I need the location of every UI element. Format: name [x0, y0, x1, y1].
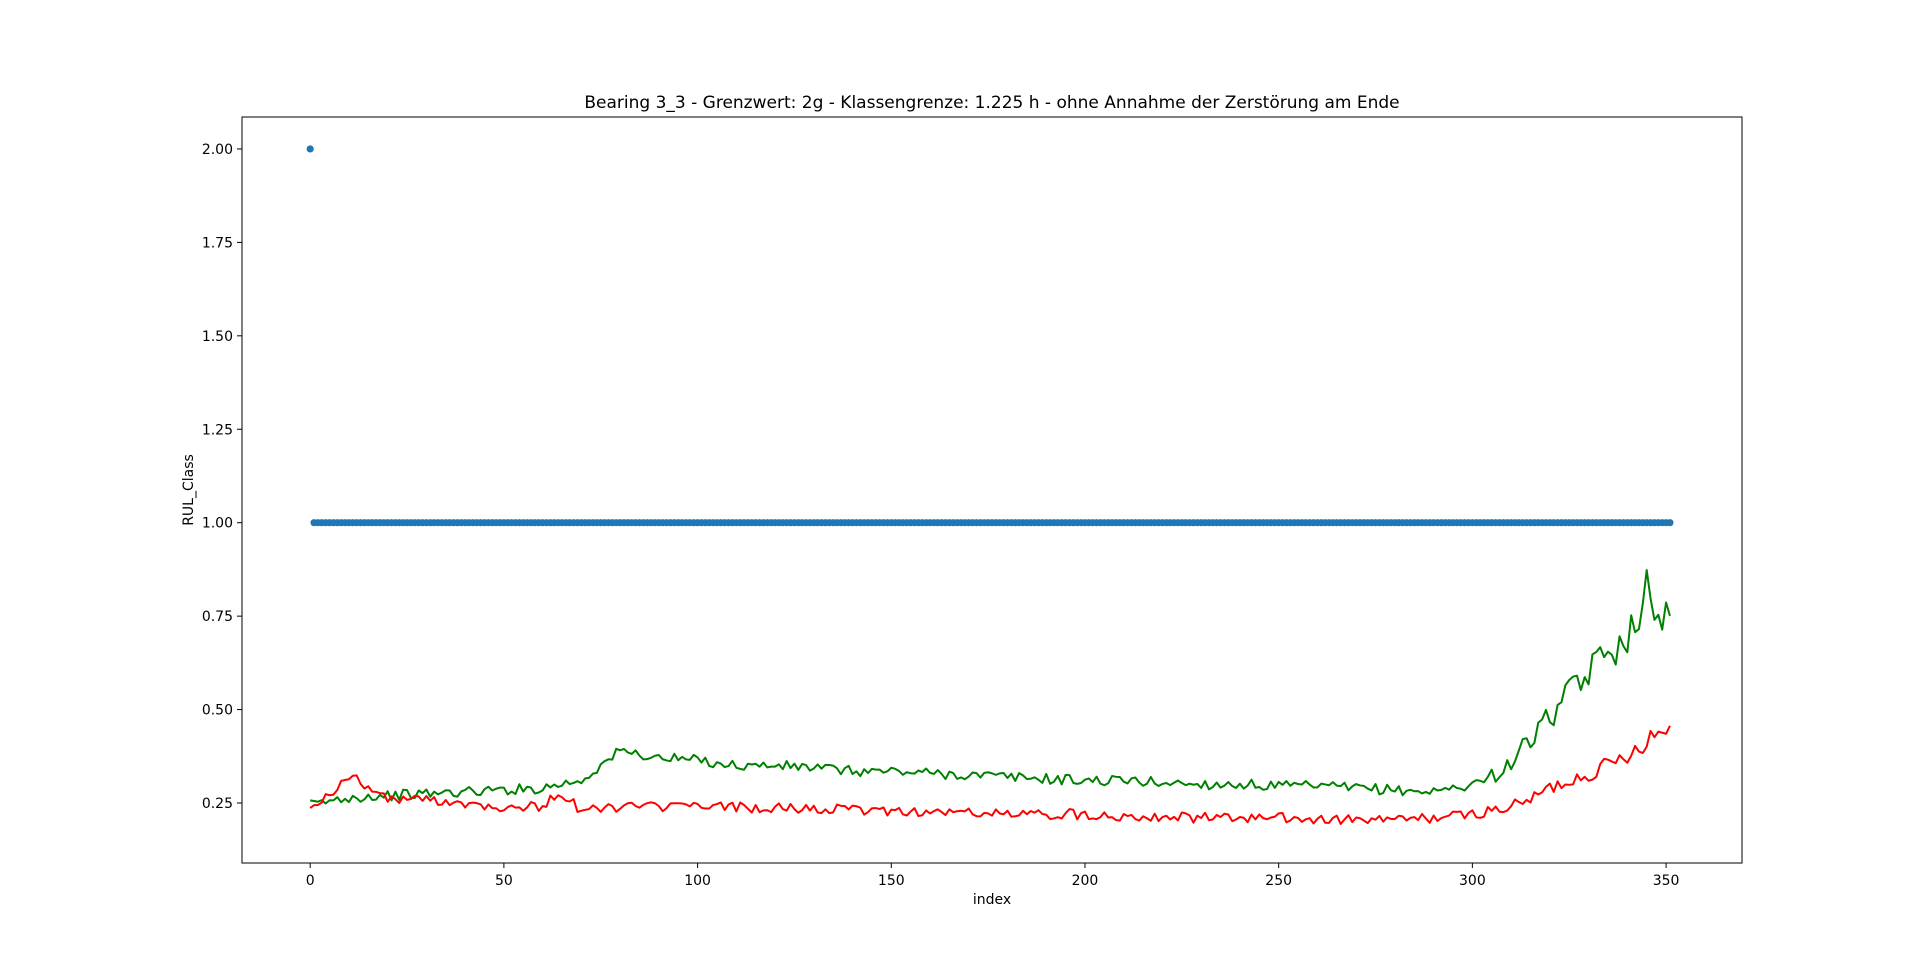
- x-tick-label: 350: [1653, 873, 1680, 889]
- x-axis-label: index: [973, 892, 1011, 908]
- x-tick-label: 200: [1072, 873, 1099, 889]
- series-rul-class-points: [306, 145, 1674, 527]
- x-tick-label: 150: [878, 873, 905, 889]
- y-tick-label: 0.75: [202, 609, 233, 625]
- y-axis-label: RUL_Class: [181, 454, 197, 526]
- y-tick-label: 1.00: [202, 516, 233, 532]
- y-axis: 0.25 0.50 0.75 1.00 1.25 1.50 1.75 2.00: [202, 142, 242, 812]
- series-red-line: [309, 725, 1671, 825]
- data-point: [1666, 519, 1674, 527]
- y-tick-label: 1.25: [202, 422, 233, 438]
- series-layer: [306, 145, 1674, 825]
- y-tick-label: 1.50: [202, 329, 233, 345]
- x-tick-label: 50: [495, 873, 513, 889]
- x-tick-label: 300: [1459, 873, 1486, 889]
- x-tick-label: 250: [1265, 873, 1292, 889]
- x-tick-label: 100: [684, 873, 711, 889]
- y-tick-label: 0.50: [202, 703, 233, 719]
- data-point: [306, 145, 314, 153]
- chart-title: Bearing 3_3 - Grenzwert: 2g - Klassengre…: [584, 93, 1399, 113]
- plot-frame: [241, 116, 1743, 864]
- y-tick-label: 0.25: [202, 796, 233, 812]
- x-axis: 0 50 100 150 200 250 300 350: [306, 863, 1680, 889]
- series-green-line: [310, 569, 1671, 805]
- x-tick-label: 0: [306, 873, 315, 889]
- y-tick-label: 1.75: [202, 235, 233, 251]
- y-tick-label: 2.00: [202, 142, 233, 158]
